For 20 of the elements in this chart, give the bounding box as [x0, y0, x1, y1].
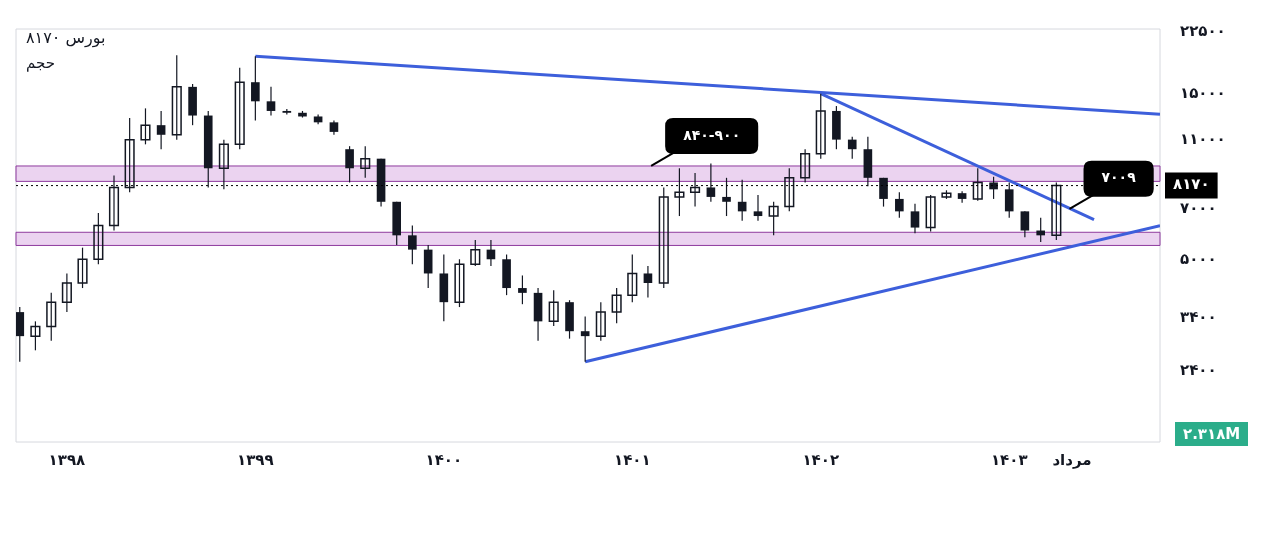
text: ۲.۳۱۸M — [1175, 422, 1249, 446]
x-tick-label: ۱۳۹۹ — [237, 450, 274, 469]
chart-title: بورس ۸۱۷۰ — [26, 28, 106, 47]
y-tick-label: ۳۴۰۰ — [1180, 308, 1217, 327]
text: حجم — [26, 54, 55, 72]
x-tick-label: ۱۳۹۸ — [48, 450, 86, 469]
y-tick-label: ۲۴۰۰ — [1180, 360, 1217, 379]
y-tick-label: ۲۲۵۰۰ — [1180, 22, 1226, 41]
annotation: ۸۴۰-۹۰۰ — [683, 126, 741, 143]
y-tick-label: ۱۵۰۰۰ — [1180, 83, 1226, 102]
y-tick-label: ۷۰۰۰ — [1180, 198, 1217, 217]
x-tick-label: ۱۴۰۰ — [425, 450, 463, 469]
ref-line-label: ۸۱۷۰ — [1173, 175, 1210, 194]
x-tick-label: ۱۴۰۳ — [990, 450, 1028, 469]
x-tick-label: مرداد — [1052, 450, 1092, 469]
y-tick-label: ۵۰۰۰ — [1180, 249, 1217, 268]
x-tick-label: ۱۴۰۱ — [613, 450, 651, 469]
y-tick-label: ۱۱۰۰۰ — [1180, 130, 1226, 149]
x-tick-label: ۱۴۰۲ — [802, 450, 840, 469]
annotation: ۷۰۰۹ — [1101, 169, 1137, 186]
